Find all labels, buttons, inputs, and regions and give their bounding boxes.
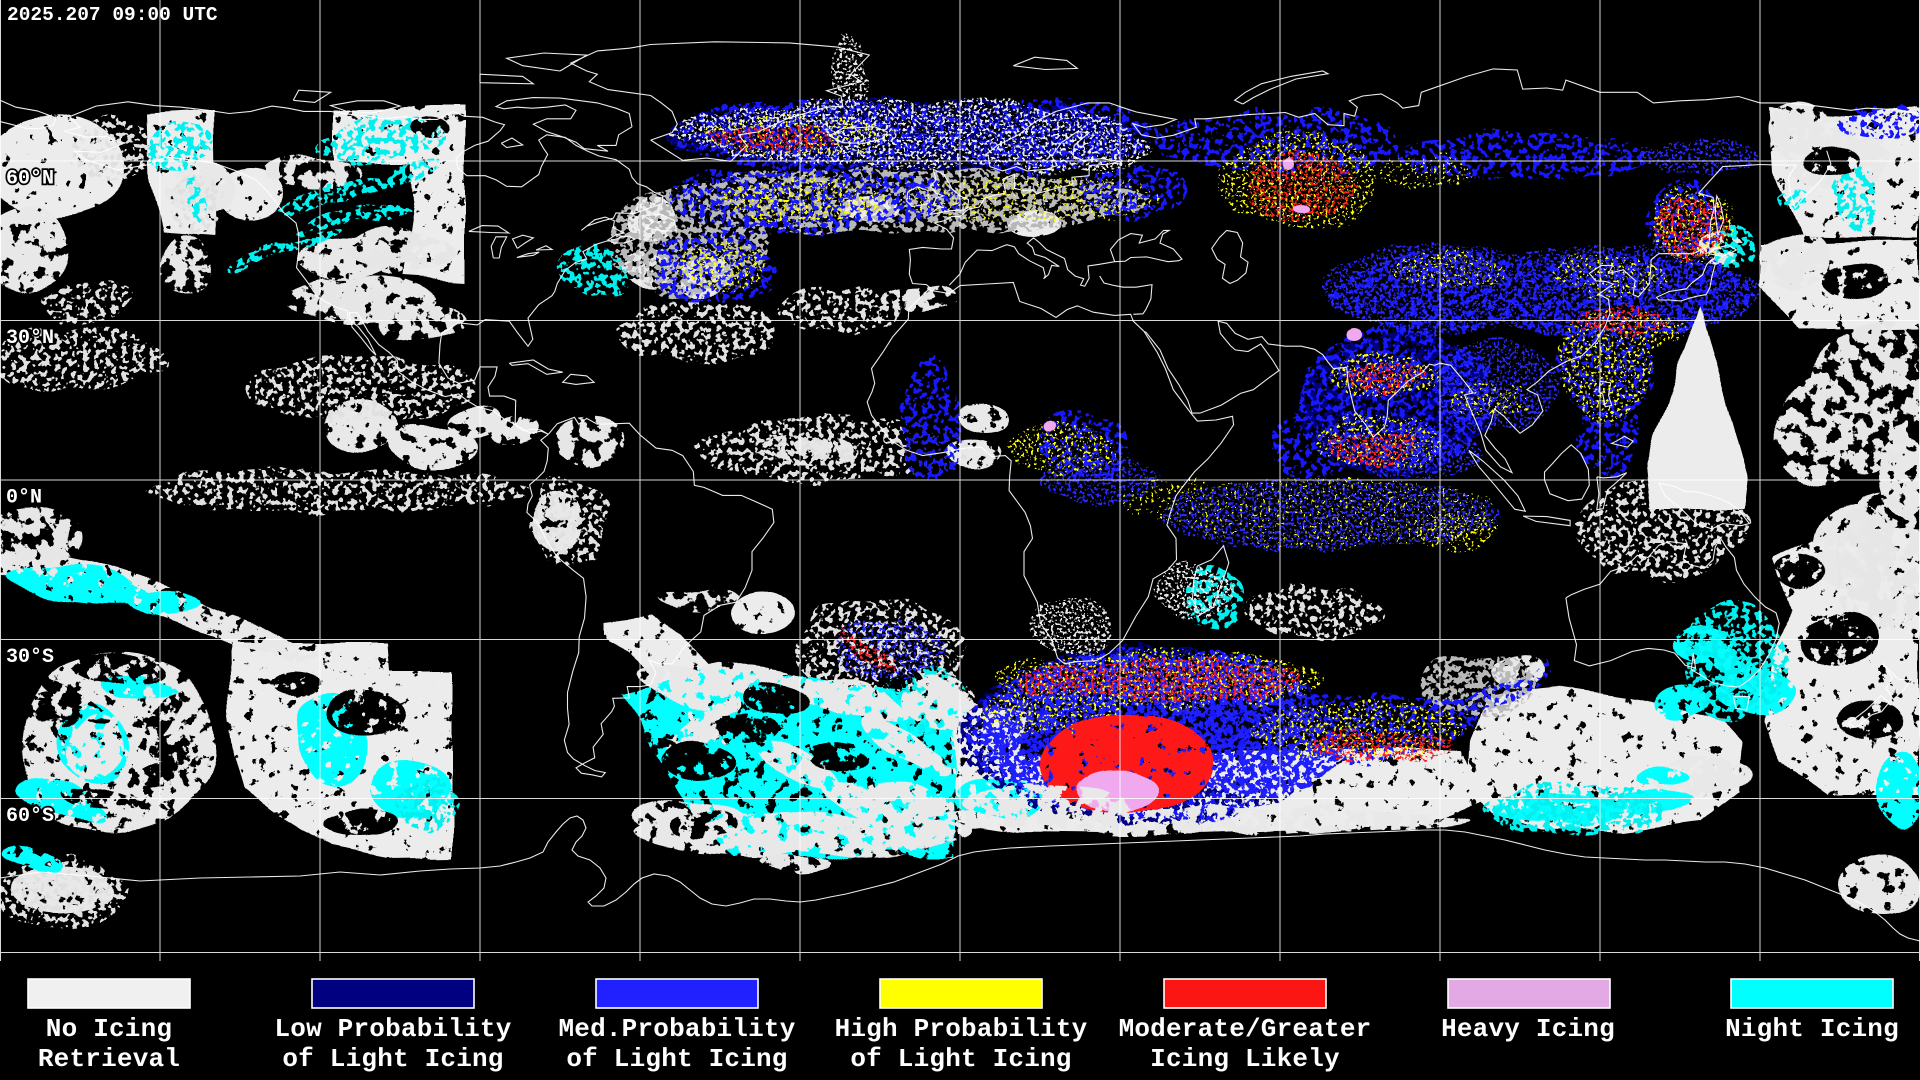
svg-text:30°N: 30°N <box>6 327 54 350</box>
svg-text:Moderate/Greater: Moderate/Greater <box>1119 1014 1372 1044</box>
svg-text:60°S: 60°S <box>6 805 54 828</box>
svg-text:2025.207 09:00 UTC: 2025.207 09:00 UTC <box>7 4 218 26</box>
svg-text:Icing Likely: Icing Likely <box>1150 1044 1340 1074</box>
svg-text:Med.Probability: Med.Probability <box>558 1014 795 1044</box>
svg-text:30°S: 30°S <box>6 646 54 669</box>
svg-text:Heavy Icing: Heavy Icing <box>1441 1014 1615 1044</box>
svg-text:High Probability: High Probability <box>835 1014 1088 1044</box>
svg-text:60°N: 60°N <box>6 168 54 191</box>
svg-text:Retrieval: Retrieval <box>38 1044 180 1074</box>
svg-text:of Light Icing: of Light Icing <box>566 1044 787 1074</box>
svg-text:of Light Icing: of Light Icing <box>282 1044 503 1074</box>
svg-text:Night Icing: Night Icing <box>1725 1014 1899 1044</box>
svg-text:0°N: 0°N <box>6 487 42 510</box>
svg-text:of Light Icing: of Light Icing <box>850 1044 1071 1074</box>
svg-text:No Icing: No Icing <box>46 1014 172 1044</box>
svg-text:Low Probability: Low Probability <box>274 1014 511 1044</box>
